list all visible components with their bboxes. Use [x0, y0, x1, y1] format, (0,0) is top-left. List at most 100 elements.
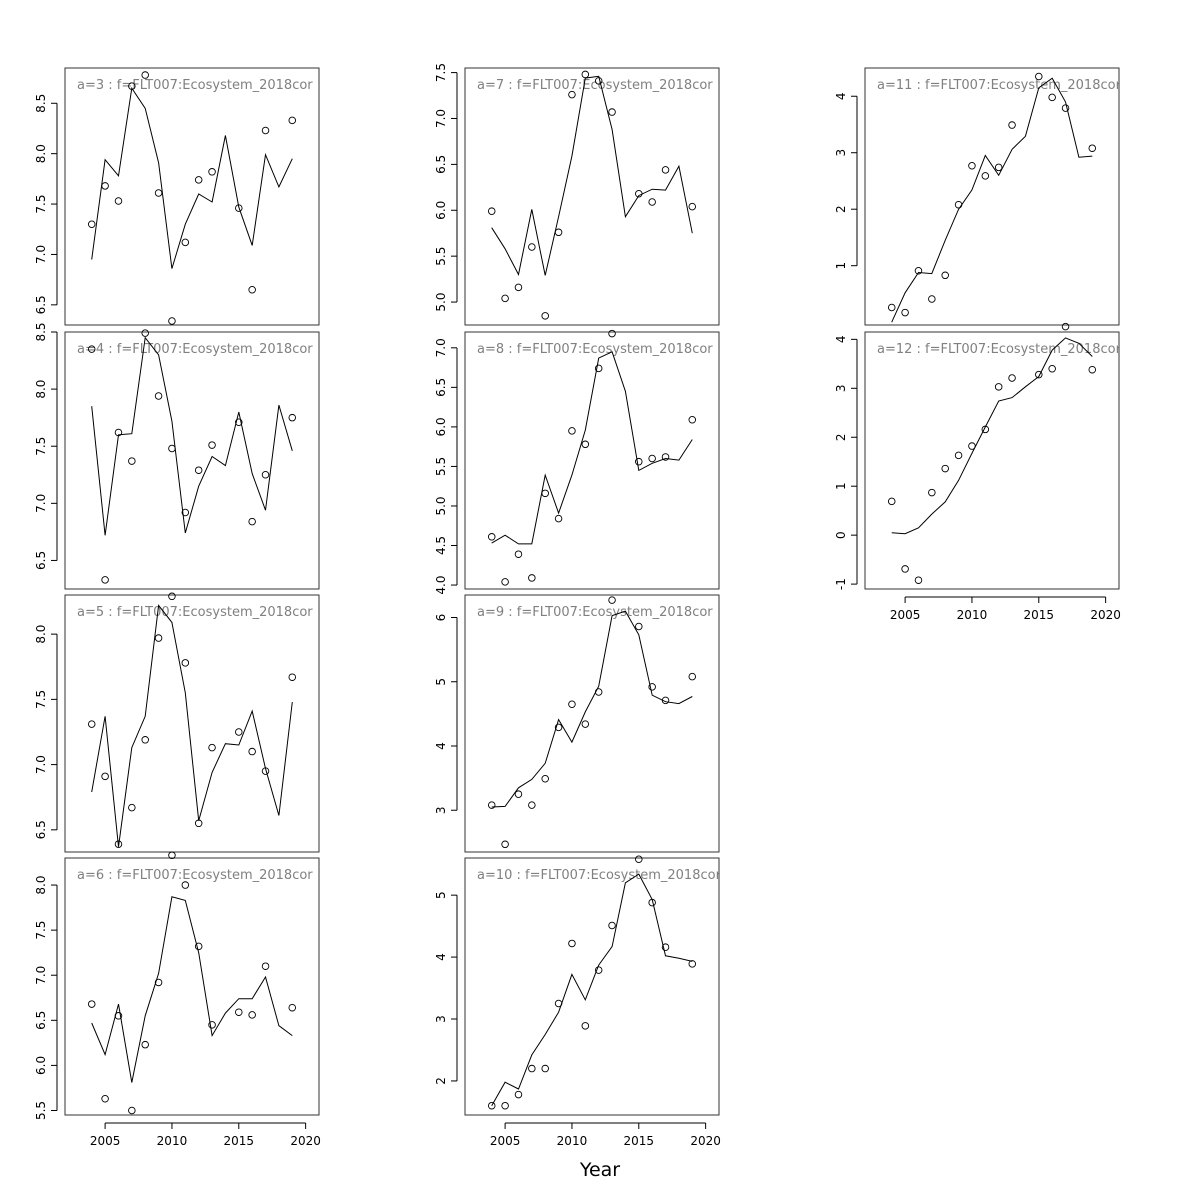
y-tick-label: 4: [834, 92, 848, 100]
y-tick-label: 5: [434, 891, 448, 899]
y-tick-label: 4.0: [434, 575, 448, 594]
y-tick-label: 8.5: [34, 322, 48, 341]
data-point: [941, 464, 949, 473]
data-point: [568, 939, 576, 948]
data-point: [941, 271, 949, 280]
data-point: [168, 317, 176, 325]
data-point: [968, 442, 976, 450]
data-point: [541, 489, 549, 498]
y-tick-label: 5.0: [434, 293, 448, 312]
data-point: [514, 283, 523, 292]
panel-title: a=12 : f=FLT007:Ecosystem_2018cor: [877, 342, 1122, 357]
data-point: [608, 596, 616, 604]
fitted-line: [891, 77, 1093, 323]
y-tick-label: 7.0: [34, 245, 48, 264]
data-point: [501, 294, 509, 303]
fitted-line: [491, 610, 693, 808]
fitted-line: [491, 75, 693, 276]
data-point: [688, 672, 697, 681]
data-point: [994, 163, 1003, 172]
data-point: [261, 767, 270, 775]
data-point: [981, 425, 990, 434]
y-tick-label: 2: [834, 433, 848, 441]
x-tick-label: 2020: [290, 1134, 321, 1148]
y-tick-label: 4: [434, 953, 448, 961]
data-point: [901, 308, 909, 317]
data-point: [128, 82, 136, 90]
y-tick-label: 5.5: [434, 457, 448, 476]
data-point: [194, 819, 203, 828]
chart-panel: a=11 : f=FLT007:Ecosystem_2018cor 1 2 3 4: [834, 67, 1120, 326]
y-tick-label: 7.0: [434, 109, 448, 128]
data-point: [194, 176, 203, 184]
plot-frame: [464, 331, 720, 590]
data-point: [101, 1095, 109, 1103]
data-point: [87, 345, 96, 353]
plot-frame: [864, 67, 1120, 326]
y-tick-label: 3: [434, 806, 448, 814]
data-point: [128, 457, 136, 465]
x-tick-label: 2005: [490, 1134, 521, 1148]
data-point: [608, 921, 616, 930]
y-tick-label: 3: [834, 149, 848, 157]
panel-title: a=5 : f=FLT007:Ecosystem_2018cor: [77, 605, 313, 620]
data-point: [928, 295, 936, 303]
data-point: [168, 851, 176, 860]
panel-title: a=7 : f=FLT007:Ecosystem_2018cor: [477, 78, 713, 93]
y-tick-label: 6.0: [434, 201, 448, 220]
data-point: [1061, 104, 1070, 112]
fitted-line: [91, 604, 293, 847]
data-point: [487, 533, 496, 541]
data-point: [288, 413, 297, 422]
data-point: [568, 427, 576, 435]
data-point: [954, 200, 963, 209]
data-point: [114, 428, 123, 437]
x-tick-label: 2020: [690, 1134, 721, 1148]
y-tick-label: 4: [834, 336, 848, 344]
data-point: [87, 720, 96, 728]
y-tick-label: 6.0: [34, 1056, 48, 1075]
panel-title: a=6 : f=FLT007:Ecosystem_2018cor: [77, 868, 313, 883]
data-point: [661, 696, 670, 705]
y-tick-label: 7.0: [34, 755, 48, 774]
data-point: [87, 220, 96, 228]
data-point: [994, 383, 1003, 391]
data-point: [514, 790, 523, 798]
data-point: [887, 497, 896, 506]
y-tick-label: 0: [834, 531, 848, 539]
data-point: [688, 202, 697, 211]
y-tick-label: 7.5: [34, 195, 48, 214]
fitted-line: [91, 86, 293, 269]
data-point: [914, 576, 923, 584]
data-point: [87, 1000, 96, 1008]
data-point: [635, 622, 643, 631]
data-point: [1088, 144, 1097, 152]
data-point: [514, 550, 523, 558]
x-tick-label: 2015: [624, 1134, 655, 1148]
data-point: [901, 565, 909, 573]
x-tick-label: 2020: [1090, 608, 1121, 622]
data-point: [114, 197, 123, 205]
x-tick-label: 2005: [90, 1134, 121, 1148]
data-point: [181, 659, 190, 667]
y-tick-label: 6.5: [34, 551, 48, 570]
data-point: [554, 228, 563, 237]
data-point: [141, 1040, 149, 1049]
data-point: [181, 238, 190, 247]
panel-title: a=10 : f=FLT007:Ecosystem_2018cor: [477, 868, 722, 883]
data-point: [101, 182, 109, 190]
plot-frame: [64, 594, 320, 853]
data-point: [141, 736, 149, 744]
data-point: [501, 1101, 509, 1110]
fitted-line: [491, 873, 693, 1106]
y-tick-label: 5.0: [434, 496, 448, 515]
data-point: [1008, 374, 1016, 382]
y-tick-label: 3: [834, 384, 848, 392]
data-point: [141, 71, 149, 79]
y-tick-label: 7.5: [34, 921, 48, 940]
panel-title: a=4 : f=FLT007:Ecosystem_2018cor: [77, 342, 313, 357]
chart-panel: a=6 : f=FLT007:Ecosystem_2018cor 5.5 6.0 6.…: [34, 851, 321, 1148]
data-point: [661, 453, 670, 461]
data-point: [554, 999, 563, 1008]
data-point: [168, 592, 176, 601]
